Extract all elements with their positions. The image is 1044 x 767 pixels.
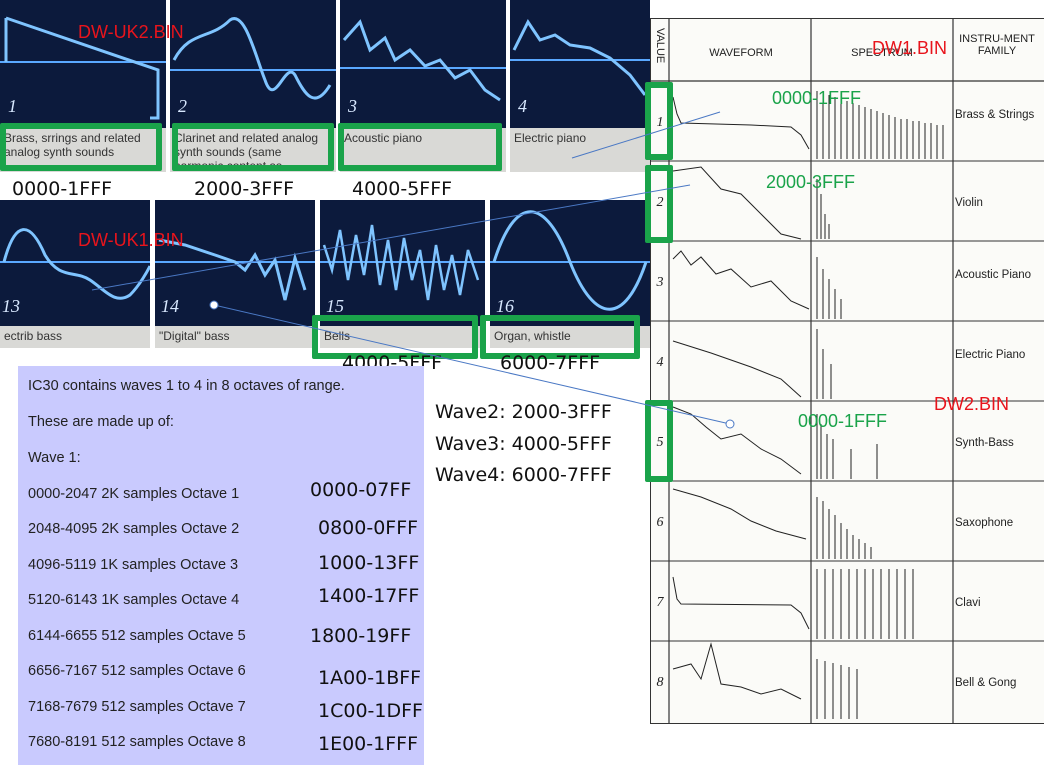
highlight-box-panel-3: [338, 123, 502, 171]
row-family: Violin: [955, 197, 983, 209]
hex-range: 1E00-1FFF: [318, 733, 419, 755]
wave-panel-13: 13 ectrib bass: [0, 200, 150, 348]
dw2-label: DW2.BIN: [934, 394, 1010, 414]
row-value: 3: [656, 275, 664, 290]
header-value: VALUE: [654, 28, 666, 64]
info-made-of: These are made up of:: [28, 414, 174, 430]
hex-range: 1800-19FF: [310, 625, 412, 647]
waveform-2-graphic: [170, 17, 336, 100]
waveform-1-graphic: [0, 16, 166, 120]
info-title: IC30 contains waves 1 to 4 in 8 octaves …: [28, 378, 345, 394]
hex-range: 0000-07FF: [310, 479, 412, 501]
row-family: Clavi: [955, 597, 981, 609]
info-line: 0000-2047 2K samples Octave 1: [28, 486, 240, 502]
highlight-box-panel-2: [172, 123, 334, 171]
waveform-table: VALUE WAVEFORM SPECTRUM INSTRU-MENT FAMI…: [650, 18, 1044, 724]
address-label: 4000-5FFF: [352, 178, 453, 200]
row-family: Bell & Gong: [955, 677, 1017, 689]
info-line: 2048-4095 2K samples Octave 2: [28, 521, 240, 537]
panel-caption: Acoustic piano: [340, 128, 506, 172]
wave-text: Wave4: 6000-7FFF: [435, 464, 612, 486]
wave-panel-14: 14 "Digital" bass: [155, 200, 315, 348]
highlight-box-row-1: [645, 82, 673, 160]
panel-number: 4: [518, 96, 527, 116]
highlight-box-panel-1: [0, 123, 162, 171]
table-grid: [651, 19, 1044, 723]
row-value: 8: [656, 675, 664, 690]
address-label: 2000-3FFF: [194, 178, 295, 200]
panel-number: 3: [348, 96, 357, 116]
dw-uk1-label: DW-UK1.BIN: [78, 230, 184, 250]
panel-number: 13: [2, 296, 20, 316]
hex-range: 1000-13FF: [318, 552, 420, 574]
hex-range: 1C00-1DFF: [318, 700, 423, 722]
panel-caption: "Digital" bass: [155, 326, 315, 348]
row-family: Acoustic Piano: [955, 269, 1032, 281]
hex-range: 1400-17FF: [318, 585, 420, 607]
panel-number: 1: [8, 96, 17, 116]
hex-range: 0800-0FFF: [318, 517, 419, 539]
row-family: Synth-Bass: [955, 437, 1014, 449]
header-spectrum: SPECTRUM: [851, 47, 913, 59]
panel-number: 16: [496, 296, 514, 316]
info-line: 7680-8191 512 samples Octave 8: [28, 734, 246, 750]
row-value: 4: [656, 355, 664, 370]
table-address-label: 0000-1FFF: [798, 411, 888, 431]
info-line: 6656-7167 512 samples Octave 6: [28, 663, 246, 679]
row-family: Brass & Strings: [955, 109, 1035, 121]
dw-uk2-label: DW-UK2.BIN: [78, 22, 184, 42]
info-line: 7168-7679 512 samples Octave 7: [28, 699, 246, 715]
waveform-4-graphic: [510, 19, 650, 96]
row-value: 7: [656, 595, 664, 610]
wave-panel-3: 3 Acoustic piano: [340, 0, 506, 172]
table-address-label: 2000-3FFF: [766, 172, 856, 192]
header-family: INSTRU-MENT FAMILY: [959, 33, 1035, 57]
wave-text: Wave3: 4000-5FFF: [435, 433, 612, 455]
info-line: 4096-5119 1K samples Octave 3: [28, 557, 239, 573]
hex-range: 1A00-1BFF: [318, 667, 422, 689]
info-line: 6144-6655 512 samples Octave 5: [28, 628, 246, 644]
row-value: 6: [656, 515, 664, 530]
panel-caption: Electric piano: [510, 128, 650, 172]
highlight-box-row-5: [645, 400, 673, 482]
row-family: Saxophone: [955, 517, 1014, 529]
waveform-3-graphic: [340, 19, 506, 102]
wave-panel-4: 4 Electric piano: [510, 0, 650, 172]
table-address-label: 0000-1FFF: [772, 88, 862, 108]
info-wave1: Wave 1:: [28, 450, 81, 466]
row-value: 5: [656, 435, 664, 450]
address-label: 0000-1FFF: [12, 178, 113, 200]
row-family: Electric Piano: [955, 349, 1026, 361]
dw1-label: DW1.BIN: [872, 38, 948, 58]
address-label: 6000-7FFF: [500, 352, 601, 374]
wave-text: Wave2: 2000-3FFF: [435, 401, 612, 423]
panel-number: 2: [178, 96, 187, 116]
info-line: 5120-6143 1K samples Octave 4: [28, 592, 240, 608]
wave-panel-1: 1 Brass, srrings and related analog synt…: [0, 0, 166, 172]
highlight-box-row-2: [645, 165, 673, 243]
header-waveform: WAVEFORM: [709, 47, 773, 59]
panel-caption: Brass, srrings and related analog synth …: [0, 128, 166, 172]
panel-caption: ectrib bass: [0, 326, 150, 348]
panel-number: 15: [326, 296, 344, 316]
panel-number: 14: [161, 296, 179, 316]
